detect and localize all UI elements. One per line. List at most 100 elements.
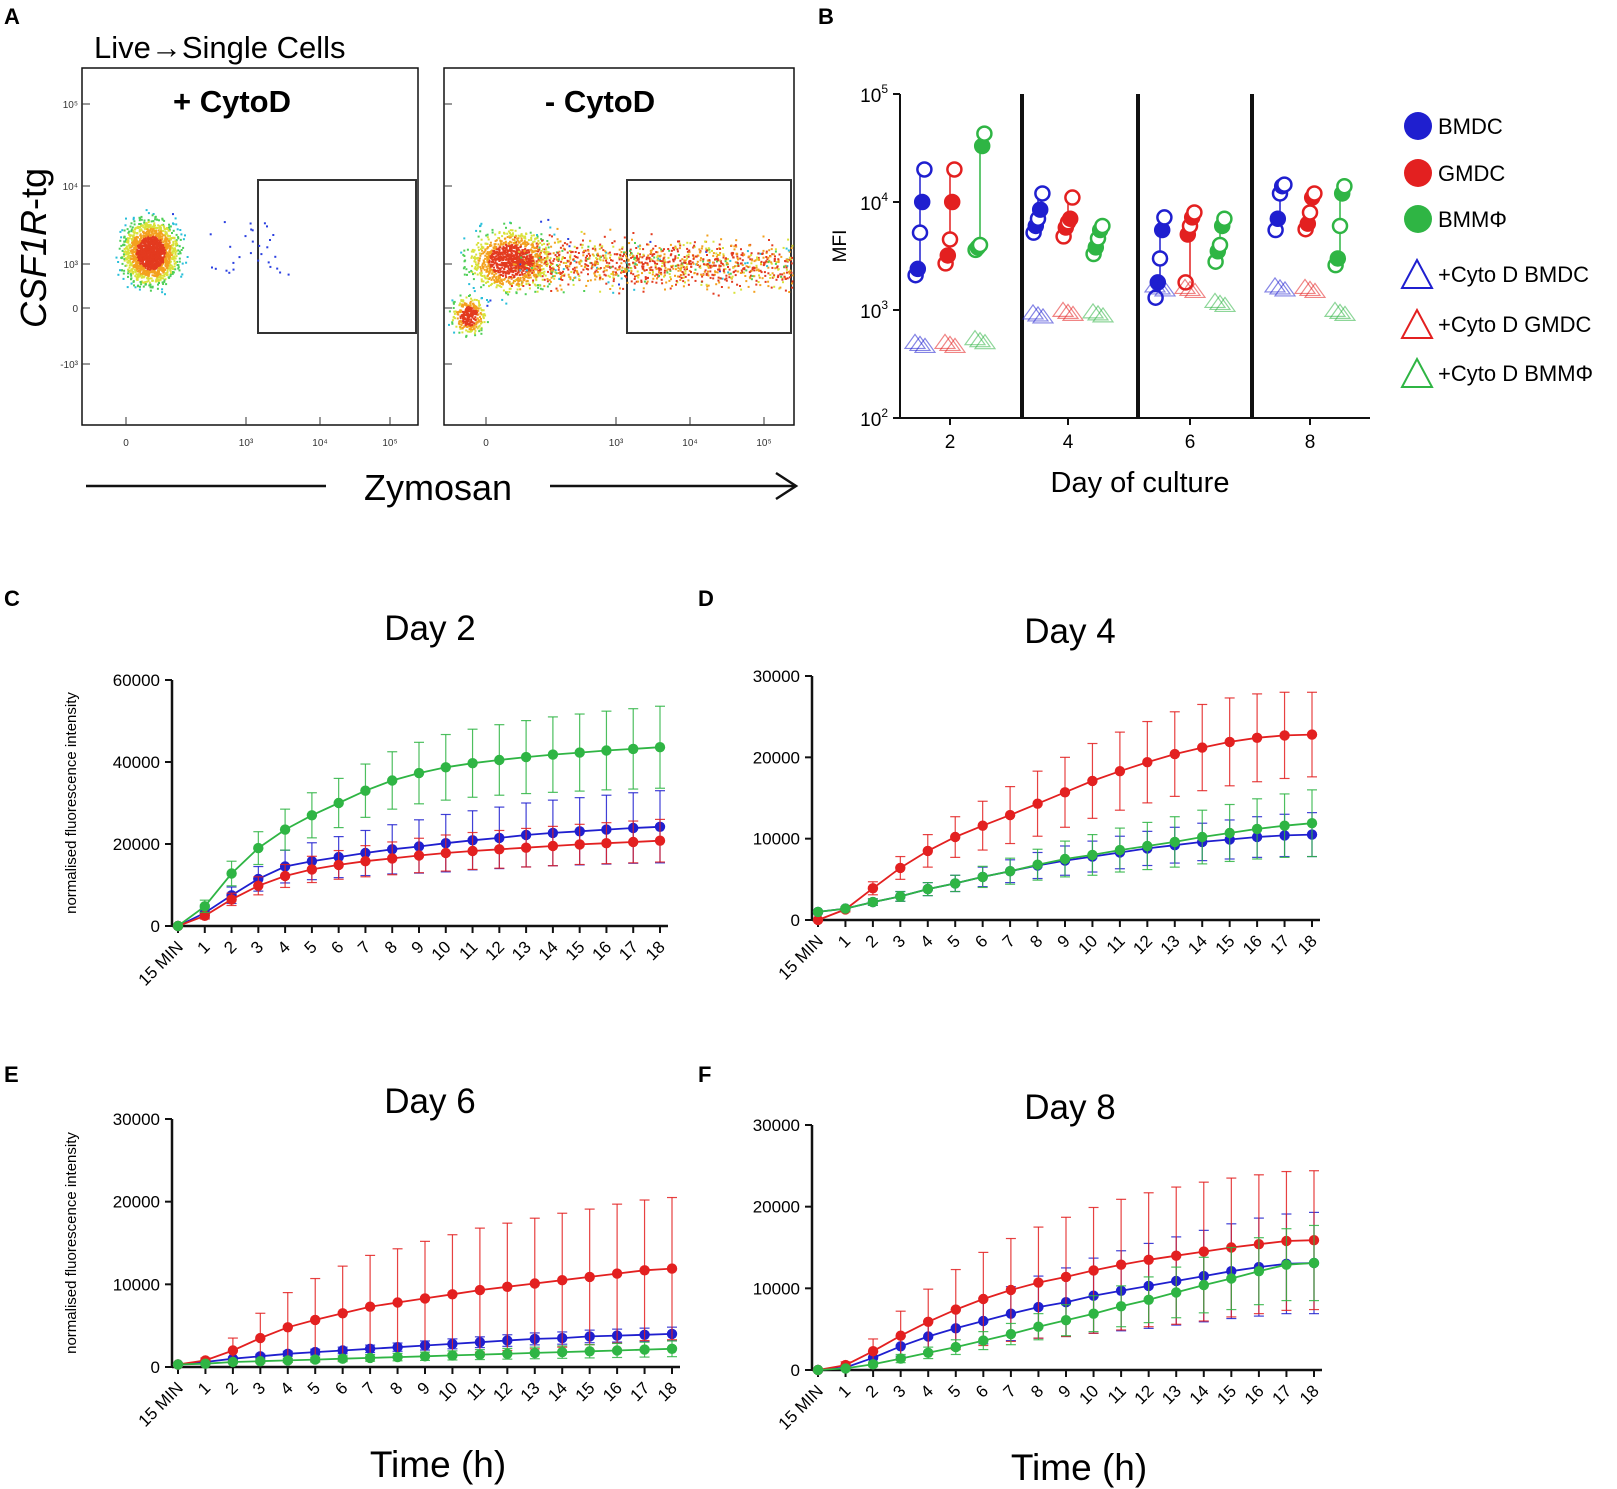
event-dot — [581, 246, 584, 249]
event-dot — [787, 259, 790, 262]
event-dot — [152, 225, 155, 227]
event-dot — [541, 271, 544, 274]
event-dot — [713, 264, 716, 267]
event-dot — [608, 251, 611, 254]
event-dot — [723, 271, 726, 274]
event-dot — [569, 241, 572, 244]
event-dot — [169, 225, 172, 228]
event-dot — [518, 226, 521, 229]
event-dot — [145, 253, 148, 256]
event-dot — [758, 276, 761, 279]
event-dot — [575, 261, 578, 264]
event-dot — [484, 263, 487, 266]
event-dot — [788, 270, 790, 273]
event-dot — [148, 252, 151, 255]
event-dot — [739, 285, 741, 287]
event-dot — [508, 257, 511, 260]
event-dot — [489, 299, 492, 302]
event-dot — [131, 248, 134, 251]
event-dot — [491, 254, 493, 257]
event-dot — [578, 261, 581, 264]
event-dot — [753, 269, 756, 272]
event-dot — [508, 236, 511, 239]
event-dot — [528, 254, 531, 257]
cytod-triangle — [1203, 292, 1227, 309]
event-dot — [623, 236, 626, 239]
event-dot — [712, 252, 715, 255]
event-dot — [132, 235, 134, 238]
event-dot — [478, 252, 481, 255]
event-dot — [519, 269, 522, 272]
event-dot — [154, 252, 157, 254]
event-dot — [707, 249, 710, 252]
event-dot — [156, 235, 159, 238]
event-dot — [467, 304, 470, 307]
event-dot — [480, 332, 483, 335]
event-dot — [473, 306, 476, 309]
event-dot — [678, 242, 681, 245]
event-dot — [650, 266, 653, 269]
event-dot — [576, 256, 579, 259]
event-dot — [687, 255, 690, 258]
event-dot — [620, 271, 623, 274]
event-dot — [706, 254, 708, 256]
event-dot — [150, 258, 153, 261]
event-dot — [470, 269, 473, 272]
event-dot — [604, 254, 607, 257]
event-dot — [772, 253, 775, 256]
event-dot — [776, 276, 779, 279]
event-dot — [180, 275, 183, 278]
event-dot — [668, 273, 671, 275]
event-dot — [538, 257, 541, 259]
event-dot — [653, 256, 656, 259]
event-dot — [136, 244, 139, 247]
event-dot — [656, 251, 659, 254]
event-dot — [142, 259, 145, 262]
event-dot — [660, 273, 663, 276]
event-dot — [648, 271, 651, 274]
event-dot — [531, 256, 534, 259]
event-dot — [119, 269, 121, 272]
mfi-point — [1151, 250, 1169, 267]
event-dot — [473, 312, 476, 315]
event-dot — [740, 269, 743, 272]
event-dot — [573, 266, 576, 269]
event-dot — [703, 270, 706, 273]
event-dot — [164, 244, 167, 247]
event-dot — [500, 258, 503, 260]
event-dot — [127, 241, 130, 244]
event-dot — [722, 264, 725, 267]
event-dot — [138, 219, 141, 222]
event-dot — [684, 259, 687, 262]
event-dot — [178, 257, 181, 260]
event-dot — [474, 316, 477, 319]
event-dot — [166, 259, 169, 262]
event-dot — [558, 271, 561, 274]
event-dot — [146, 247, 149, 250]
event-dot — [718, 243, 721, 246]
event-dot — [642, 267, 645, 270]
event-dot — [279, 271, 282, 274]
event-dot — [579, 243, 582, 246]
event-dot — [534, 253, 537, 256]
event-dot — [162, 225, 165, 228]
event-dot — [709, 276, 712, 279]
event-dot — [676, 275, 679, 278]
legend-marker-triangle — [1400, 356, 1434, 388]
event-dot — [569, 256, 572, 258]
event-dot — [647, 254, 650, 257]
event-dot — [463, 303, 466, 306]
event-dot — [495, 264, 498, 267]
event-dot — [769, 274, 772, 276]
event-dot — [472, 310, 475, 313]
event-dot — [149, 234, 152, 236]
event-dot — [520, 239, 523, 242]
event-dot — [448, 310, 451, 313]
event-dot — [504, 241, 507, 244]
event-dot — [463, 311, 466, 314]
event-dot — [148, 231, 151, 234]
series-point — [467, 845, 478, 857]
event-dot — [730, 276, 732, 279]
event-dot — [516, 262, 519, 265]
event-dot — [169, 238, 172, 241]
